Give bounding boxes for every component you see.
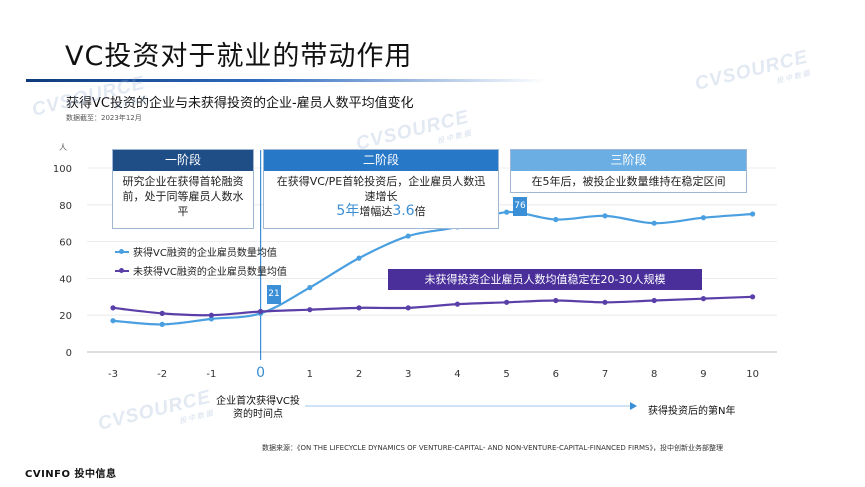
data-point-vc--1 (208, 316, 214, 322)
data-point-non-vc-2 (356, 305, 362, 311)
legend-label-vc: 获得VC融资的企业雇员数量均值 (133, 248, 277, 259)
y-tick-label: 20 (59, 311, 72, 322)
x-tick-label: 3 (405, 369, 411, 380)
data-point-non-vc--2 (159, 310, 165, 316)
stage-one-title: 一阶段 (113, 150, 253, 171)
data-point-vc-3 (405, 233, 411, 239)
data-point-non-vc-3 (405, 305, 411, 311)
data-point-non-vc--1 (208, 312, 214, 318)
x-tick-label: -1 (206, 369, 216, 380)
y-tick-label: 60 (59, 238, 72, 249)
stage-two-title: 二阶段 (264, 150, 498, 171)
data-point-non-vc-1 (307, 307, 313, 313)
data-point-non-vc--3 (110, 305, 116, 311)
x-tick-label: -3 (108, 369, 118, 380)
growth-unit: 倍 (414, 205, 426, 218)
x-tick-label: 5 (503, 369, 509, 380)
stage-three-text: 在5年后，被投企业数量维持在稳定区间 (531, 175, 726, 188)
data-point-non-vc-8 (651, 297, 657, 304)
y-axis-unit: 人 (59, 143, 67, 152)
data-point-non-vc-10 (750, 294, 756, 300)
timeline-arrow-head (630, 402, 637, 410)
data-point-non-vc-5 (504, 299, 510, 305)
stage-three-box: 三阶段 在5年后，被投企业数量维持在稳定区间 (510, 149, 747, 193)
x-tick-label: 9 (700, 369, 706, 380)
data-point-vc-10 (750, 211, 756, 217)
legend-item-non-vc: 未获得VC融资的企业雇员数量均值 (115, 261, 287, 280)
data-point-vc-2 (356, 255, 362, 261)
x-tick-label: 10 (746, 369, 759, 380)
y-tick-label: 100 (53, 164, 72, 175)
data-date: 数据截至：2023年12月 (66, 114, 142, 122)
x-tick-label: 8 (651, 369, 657, 380)
data-source: 数据来源：《ON THE LIFECYCLE DYNAMICS OF VENTU… (262, 444, 723, 452)
stage-one-box: 一阶段 研究企业在获得首轮融资前，处于同等雇员人数水平 (112, 149, 254, 229)
x-tick-label: 1 (307, 369, 313, 380)
x-tick-label: 7 (602, 369, 608, 380)
data-point-vc-8 (651, 220, 657, 226)
stability-banner: 未获得投资企业雇员人数均值稳定在20-30人规模 (388, 269, 702, 290)
x-tick-label: 0 (256, 365, 265, 381)
y-tick-label: 0 (66, 348, 72, 359)
data-point-vc-6 (553, 216, 559, 223)
series-line-non-vc (112, 295, 753, 317)
data-point-non-vc-0 (258, 308, 264, 315)
x-axis-start-label: 企业首次获得VC投资的时间点 (216, 396, 300, 420)
growth-factor: 3.6 (392, 203, 415, 219)
y-tick-label: 80 (59, 201, 72, 212)
stage-two-text: 在获得VC/PE首轮投资后，企业雇员人数迅速增长 5年增幅达3.6倍 (264, 171, 498, 222)
brand-logo: CVINFO 投中信息 (25, 469, 117, 480)
stage-two-box: 二阶段 在获得VC/PE首轮投资后，企业雇员人数迅速增长 5年增幅达3.6倍 (263, 149, 499, 229)
data-point-vc-5 (504, 209, 510, 215)
data-point-non-vc-6 (553, 297, 559, 304)
series-line-vc (112, 210, 753, 326)
annotation-year-0: 21 (267, 285, 281, 304)
data-point-vc--3 (110, 318, 116, 324)
x-tick-label: 6 (553, 369, 559, 380)
stage-one-text: 研究企业在获得首轮融资前，处于同等雇员人数水平 (122, 175, 244, 218)
data-point-vc-7 (602, 213, 608, 219)
legend-item-vc: 获得VC融资的企业雇员数量均值 (115, 242, 287, 261)
legend-marker-non-vc (115, 267, 129, 273)
stage-three-title: 三阶段 (511, 150, 746, 171)
chart-legend: 获得VC融资的企业雇员数量均值 未获得VC融资的企业雇员数量均值 (115, 242, 287, 280)
y-tick-label: 40 (59, 274, 72, 285)
data-point-non-vc-4 (454, 301, 460, 307)
page-title: VC投资对于就业的带动作用 (65, 41, 413, 72)
x-tick-label: 2 (356, 369, 362, 380)
x-axis-end-label: 获得投资后的第N年 (648, 406, 736, 417)
data-point-vc-9 (700, 215, 707, 221)
title-underline (26, 79, 546, 82)
x-tick-label: -2 (157, 369, 167, 380)
x-tick-label: 4 (454, 369, 460, 380)
legend-marker-vc (115, 248, 129, 254)
legend-label-non-vc: 未获得VC融资的企业雇员数量均值 (133, 267, 287, 278)
chart-subtitle: 获得VC投资的企业与未获得投资的企业-雇员人数平均值变化 (66, 96, 414, 111)
data-point-non-vc-7 (602, 299, 608, 305)
annotation-year-5: 76 (513, 197, 527, 216)
data-point-vc--2 (159, 321, 165, 327)
growth-years: 5年 (336, 203, 360, 219)
stage-two-description: 在获得VC/PE首轮投资后，企业雇员人数迅速增长 (276, 175, 486, 203)
data-point-vc-1 (307, 285, 313, 291)
data-point-non-vc-9 (700, 296, 707, 302)
growth-mid: 增幅达 (359, 205, 393, 218)
